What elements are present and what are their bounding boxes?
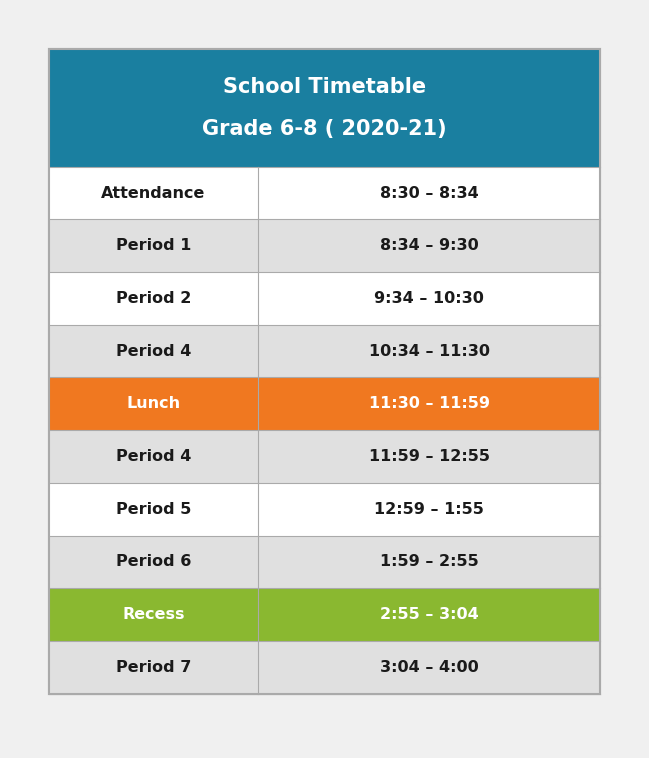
Text: 8:30 – 8:34: 8:30 – 8:34 — [380, 186, 479, 201]
Text: Period 7: Period 7 — [116, 659, 191, 675]
Bar — [49, 49, 600, 694]
Bar — [49, 377, 600, 431]
Bar — [49, 431, 600, 483]
Text: Lunch: Lunch — [127, 396, 180, 412]
Bar — [49, 220, 600, 272]
Bar — [49, 167, 600, 220]
Bar — [49, 324, 600, 377]
Text: Period 6: Period 6 — [116, 554, 191, 569]
Text: 11:59 – 12:55: 11:59 – 12:55 — [369, 449, 490, 464]
Bar — [49, 483, 600, 535]
Bar — [49, 49, 600, 694]
Text: 11:30 – 11:59: 11:30 – 11:59 — [369, 396, 490, 412]
Text: School Timetable: School Timetable — [223, 77, 426, 97]
Text: 2:55 – 3:04: 2:55 – 3:04 — [380, 607, 479, 622]
Bar — [49, 535, 600, 588]
Text: Recess: Recess — [122, 607, 185, 622]
Bar — [49, 49, 600, 167]
Text: Period 4: Period 4 — [116, 449, 191, 464]
Text: Attendance: Attendance — [101, 186, 206, 201]
Text: Period 5: Period 5 — [116, 502, 191, 517]
Text: 9:34 – 10:30: 9:34 – 10:30 — [374, 291, 484, 306]
Bar — [49, 641, 600, 694]
Text: Period 2: Period 2 — [116, 291, 191, 306]
Text: Period 4: Period 4 — [116, 343, 191, 359]
Text: 10:34 – 11:30: 10:34 – 11:30 — [369, 343, 490, 359]
Text: Period 1: Period 1 — [116, 238, 191, 253]
Text: 3:04 – 4:00: 3:04 – 4:00 — [380, 659, 479, 675]
Text: 1:59 – 2:55: 1:59 – 2:55 — [380, 554, 479, 569]
Bar — [49, 272, 600, 324]
Text: 12:59 – 1:55: 12:59 – 1:55 — [374, 502, 484, 517]
Text: Grade 6-8 ( 2020-21): Grade 6-8 ( 2020-21) — [202, 119, 447, 139]
Text: 8:34 – 9:30: 8:34 – 9:30 — [380, 238, 479, 253]
Bar — [49, 588, 600, 641]
